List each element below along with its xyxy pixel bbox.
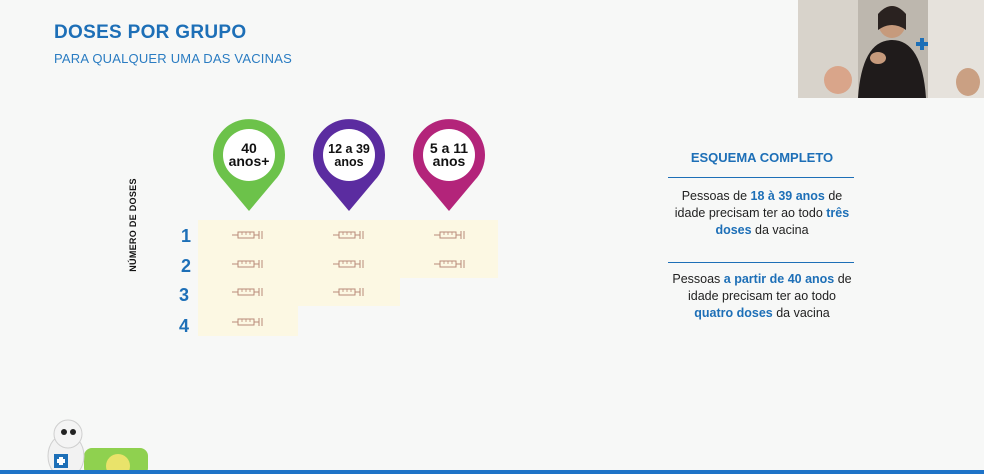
divider (668, 177, 854, 178)
info-highlight: a partir de 40 anos (723, 272, 835, 286)
divider (668, 262, 854, 263)
row-label-1: 1 (180, 226, 191, 246)
info-highlight: três doses (715, 206, 850, 237)
info-text: de idade precisam ter ao todo (687, 272, 852, 303)
map-pin-icon (413, 119, 485, 211)
syringe-icon (333, 231, 364, 239)
info-block-1: Pessoas de 18 à 39 anos de idade precisa… (668, 188, 856, 239)
syringe-icon (232, 318, 263, 326)
page-title: DOSES POR GRUPO (54, 22, 247, 43)
bottom-bar (0, 470, 984, 474)
row-label-4: 4 (178, 316, 189, 336)
syringe-icon (333, 288, 364, 296)
pin-group-40-plus: 40 anos+ (209, 118, 289, 213)
info-text: Pessoas de (681, 189, 751, 203)
page-subtitle: PARA QUALQUER UMA DAS VACINAS (54, 51, 292, 66)
info-highlight: 18 à 39 anos (750, 189, 825, 203)
pin-label-line2: anos (334, 155, 364, 169)
interpreter-video-image (798, 0, 984, 98)
info-block-2: Pessoas a partir de 40 anos de idade pre… (668, 271, 856, 322)
info-text: da vacina (772, 306, 830, 320)
syringe-icon (434, 231, 465, 239)
y-axis-label: NÚMERO DE DOSES (128, 178, 138, 272)
syringe-icon (232, 288, 263, 296)
row-label-2: 2 (180, 256, 191, 276)
info-highlight: quatro doses (694, 306, 773, 320)
map-pin-icon (213, 119, 285, 211)
pin-label-line2: anos+ (228, 153, 270, 169)
video-overlay (798, 0, 984, 98)
syringe-icon (434, 260, 465, 268)
info-text: Pessoas (672, 272, 724, 286)
pin-label-line2: anos (432, 153, 466, 169)
pin-label-line1: 40 (241, 140, 257, 156)
info-text: de idade precisam ter ao todo (674, 189, 843, 220)
row-label-3: 3 (178, 285, 189, 305)
dose-grid-bg-row-3 (198, 278, 400, 306)
info-heading: ESQUEMA COMPLETO (690, 150, 834, 165)
pin-label-line1: 5 a 11 (429, 140, 469, 156)
dose-grid-bg-rows-1-2 (198, 220, 498, 278)
pin-label-line1: 12 a 39 (328, 142, 370, 156)
pin-group-12-39: 12 a 39 anos (309, 118, 389, 213)
syringe-icon (333, 260, 364, 268)
syringe-icon (232, 231, 263, 239)
dose-grid-bg-row-4 (198, 306, 298, 336)
mascot-image (47, 419, 148, 474)
pin-group-5-11: 5 a 11 anos (409, 118, 489, 213)
info-text: da vacina (751, 223, 809, 237)
map-pin-icon (313, 119, 385, 211)
syringe-icon (232, 260, 263, 268)
